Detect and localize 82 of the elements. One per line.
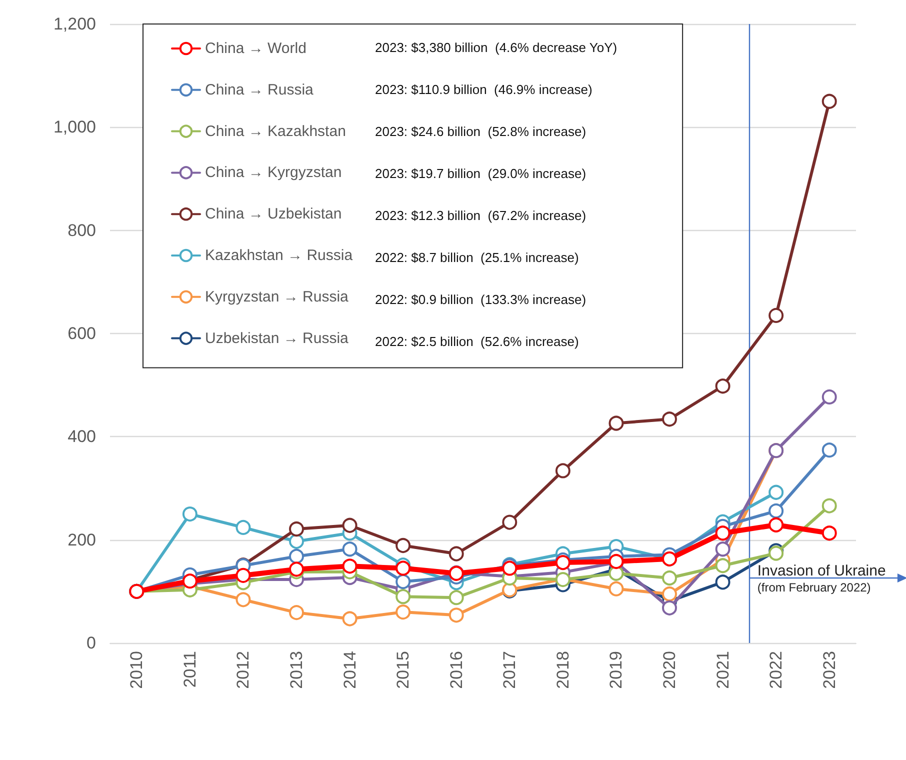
point (715, 378, 730, 394)
point (608, 416, 624, 431)
point (715, 558, 730, 574)
point (236, 568, 251, 583)
point (289, 522, 304, 536)
annotation: 2022: $2.5 billion (52.6% increase) (375, 334, 579, 349)
x-tick-label: 2017 (500, 651, 520, 689)
point (396, 589, 411, 604)
point (662, 600, 677, 616)
y-tick-label: 1,200 (53, 14, 96, 34)
point (555, 555, 570, 570)
point (182, 506, 198, 522)
legend-label: China → Uzbekistan (205, 206, 342, 223)
annotation: 2023: $24.6 billion (52.8% increase) (375, 124, 586, 139)
x-tick-label: 2011 (180, 651, 200, 688)
legend-label: China → Kazakhstan (205, 122, 346, 140)
point (715, 574, 730, 590)
point (822, 526, 837, 541)
legend-label: Kazakhstan → Russia (205, 247, 354, 264)
point (342, 558, 358, 574)
point (396, 538, 411, 554)
y-tick-label: 400 (68, 427, 96, 446)
annotation: 2023: $19.7 billion (29.0% increase) (375, 166, 586, 181)
annotation: 2022: $8.7 billion (25.1% increase) (375, 250, 579, 265)
y-tick-label: 800 (68, 220, 96, 240)
point (822, 498, 837, 514)
point (822, 389, 837, 404)
point (448, 608, 464, 623)
point (768, 503, 784, 518)
ref-line-label: Invasion of Ukraine (from February 2022) (757, 562, 886, 594)
point (396, 560, 411, 576)
point (289, 605, 304, 620)
annotation: 2023: $3,380 billion (4.6% decrease YoY) (375, 40, 618, 55)
point (342, 542, 358, 557)
x-tick-label: 2012 (234, 651, 253, 689)
point (662, 570, 677, 586)
point (822, 442, 837, 458)
y-tick-label: 0 (86, 634, 96, 652)
point (608, 581, 624, 596)
point (768, 308, 784, 323)
x-tick-label: 2013 (287, 651, 306, 689)
point (289, 548, 304, 564)
point (289, 534, 304, 549)
legend-label: Kyrgyzstan → Russia (205, 288, 350, 306)
y-tick-label: 600 (68, 324, 96, 343)
legend-label: Uzbekistan → Russia (205, 330, 350, 347)
annotation: 2023: $12.3 billion (67.2% increase) (375, 208, 586, 223)
x-tick-label: 2019 (606, 651, 626, 689)
x-tick-label: 2014 (340, 651, 360, 689)
legend-label: China → Kyrgyzstan (205, 164, 342, 182)
legend-label: China → Russia (205, 81, 314, 98)
x-tick-label: 2010 (127, 651, 146, 689)
point (396, 604, 411, 620)
point (342, 611, 358, 626)
x-tick-label: 2016 (446, 651, 466, 689)
y-tick-label: 200 (68, 530, 96, 550)
point (236, 592, 251, 608)
point (768, 517, 784, 532)
point (715, 542, 730, 557)
point (555, 463, 570, 478)
point (608, 566, 624, 581)
x-tick-label: 2022 (766, 651, 786, 689)
point (768, 484, 784, 500)
x-tick-label: 2020 (660, 651, 679, 689)
x-tick-label: 2015 (394, 651, 413, 689)
point (448, 590, 464, 606)
point (236, 520, 251, 535)
y-tick-label: 1,000 (53, 118, 96, 137)
legend-label: China → World (205, 40, 306, 57)
point (342, 518, 358, 533)
point (396, 574, 411, 590)
point (822, 94, 837, 109)
annotation: 2023: $110.9 billion (46.9% increase) (375, 82, 592, 97)
point (662, 586, 677, 602)
point (502, 514, 518, 530)
x-tick-label: 2018 (553, 651, 572, 689)
point (662, 412, 677, 427)
x-tick-label: 2023 (820, 651, 839, 689)
point (715, 526, 730, 541)
point (448, 546, 464, 562)
annotation: 2022: $0.9 billion (133.3% increase) (375, 292, 586, 307)
x-tick-label: 2021 (713, 651, 732, 689)
